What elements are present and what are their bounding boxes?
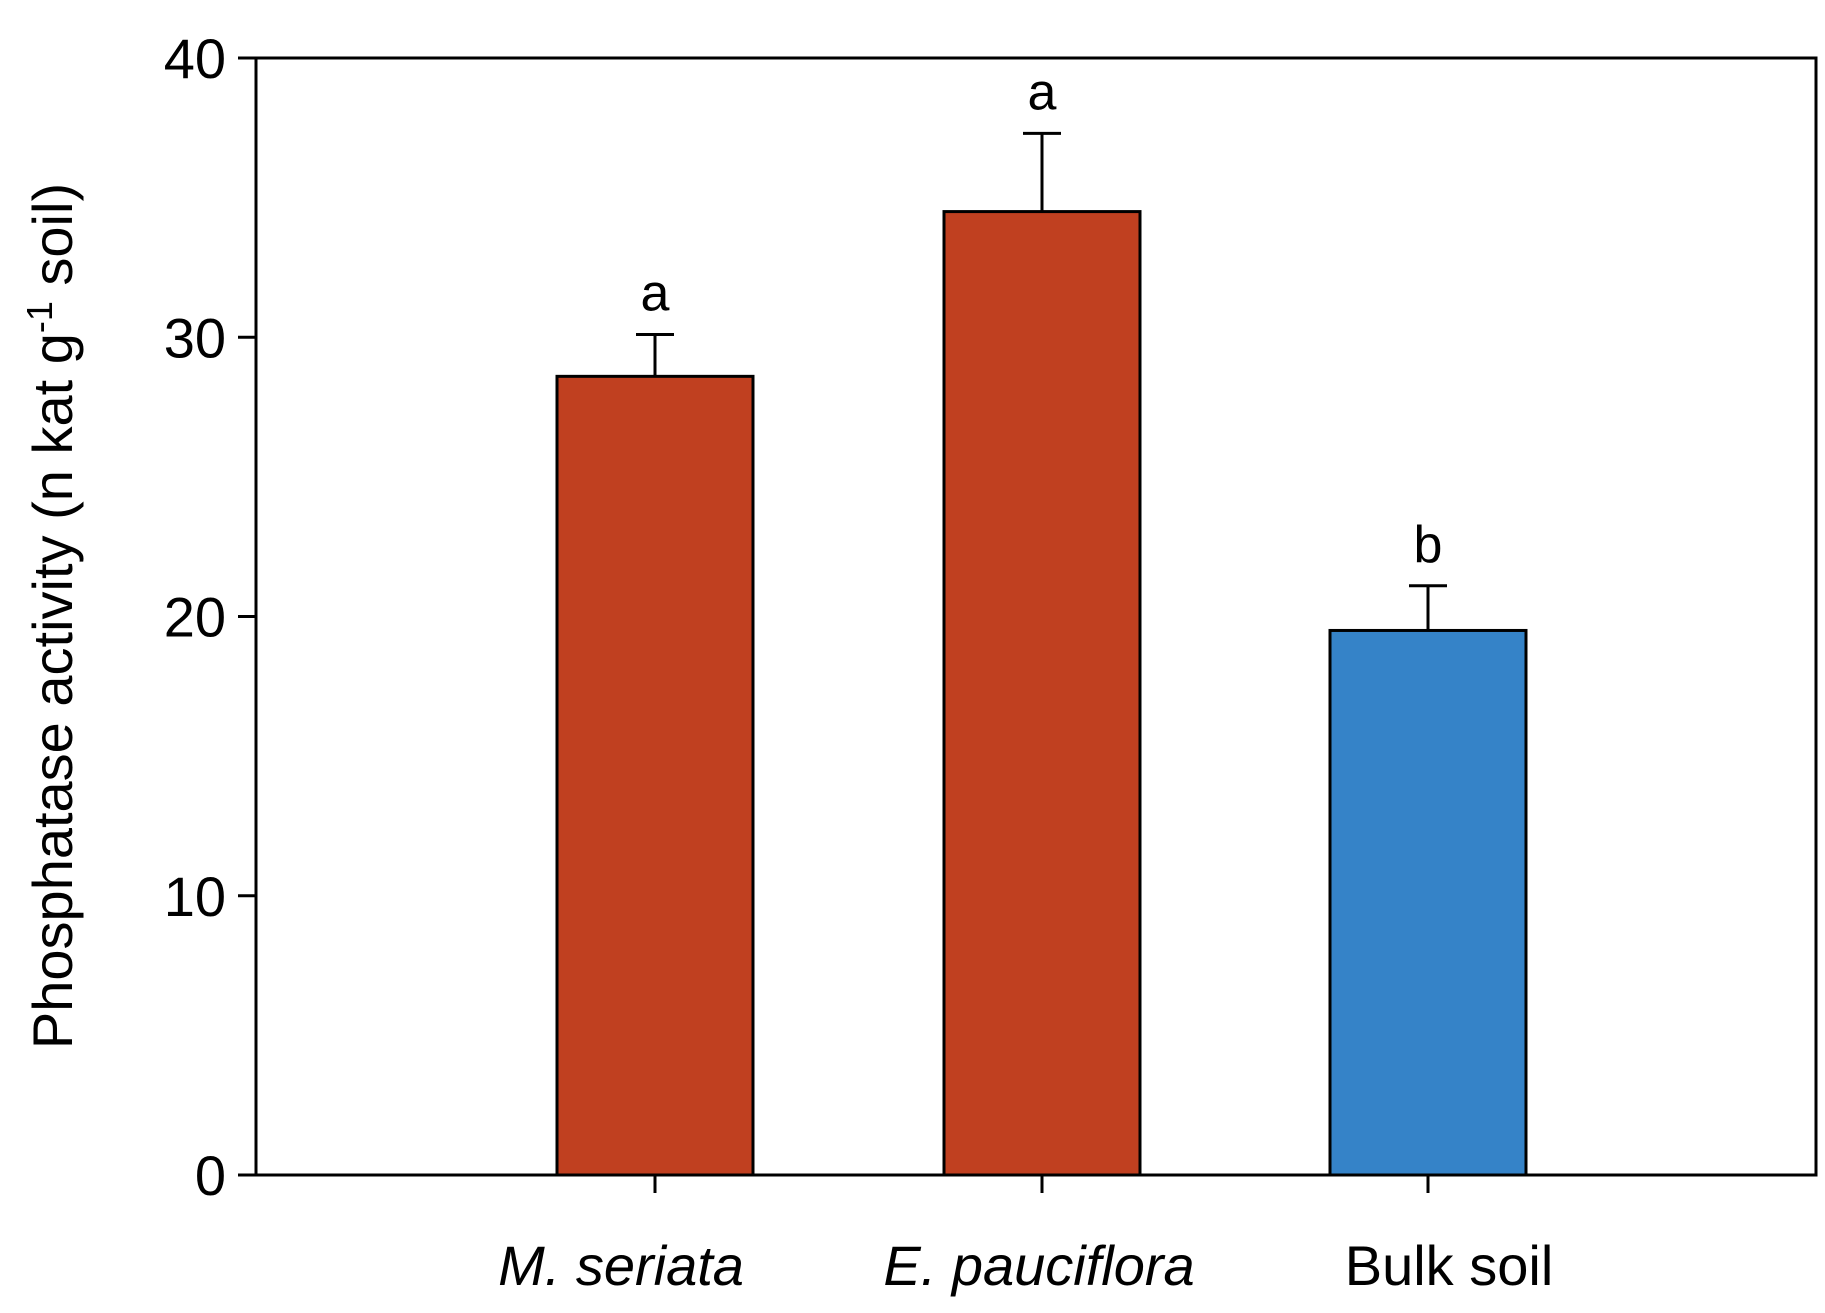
y-tick-label-0: 0 bbox=[195, 1144, 226, 1207]
y-axis-title-part-2: soil) bbox=[21, 183, 84, 301]
bar-0 bbox=[555, 374, 755, 1177]
y-tick-label-20: 20 bbox=[164, 586, 226, 649]
x-category-label-1: E. pauciflora bbox=[883, 1234, 1194, 1297]
bar-2 bbox=[1328, 628, 1528, 1177]
y-tick-label-40: 40 bbox=[164, 27, 226, 90]
bar-1 bbox=[942, 210, 1142, 1177]
y-axis-title-part-0: Phosphatase activity (n kat g bbox=[21, 333, 84, 1049]
x-axis: M. seriata E. pauciflora Bulk soil bbox=[498, 1175, 1553, 1297]
y-axis-title: Phosphatase activity (n kat g-1 soil) bbox=[19, 183, 84, 1049]
significance-letter-1: a bbox=[1028, 63, 1057, 121]
significance-letter-2: b bbox=[1414, 516, 1443, 574]
y-tick-label-10: 10 bbox=[164, 865, 226, 928]
x-category-label-2: Bulk soil bbox=[1345, 1234, 1554, 1297]
y-tick-label-30: 30 bbox=[164, 306, 226, 369]
x-category-label-0: M. seriata bbox=[498, 1234, 744, 1297]
significance-letter-0: a bbox=[641, 264, 670, 322]
error-bars bbox=[636, 131, 1447, 631]
y-axis: 0 10 20 30 40 bbox=[164, 27, 256, 1207]
y-axis-title-part-1: -1 bbox=[19, 301, 60, 333]
significance-letters: a a b bbox=[641, 63, 1443, 573]
bars bbox=[555, 210, 1528, 1177]
